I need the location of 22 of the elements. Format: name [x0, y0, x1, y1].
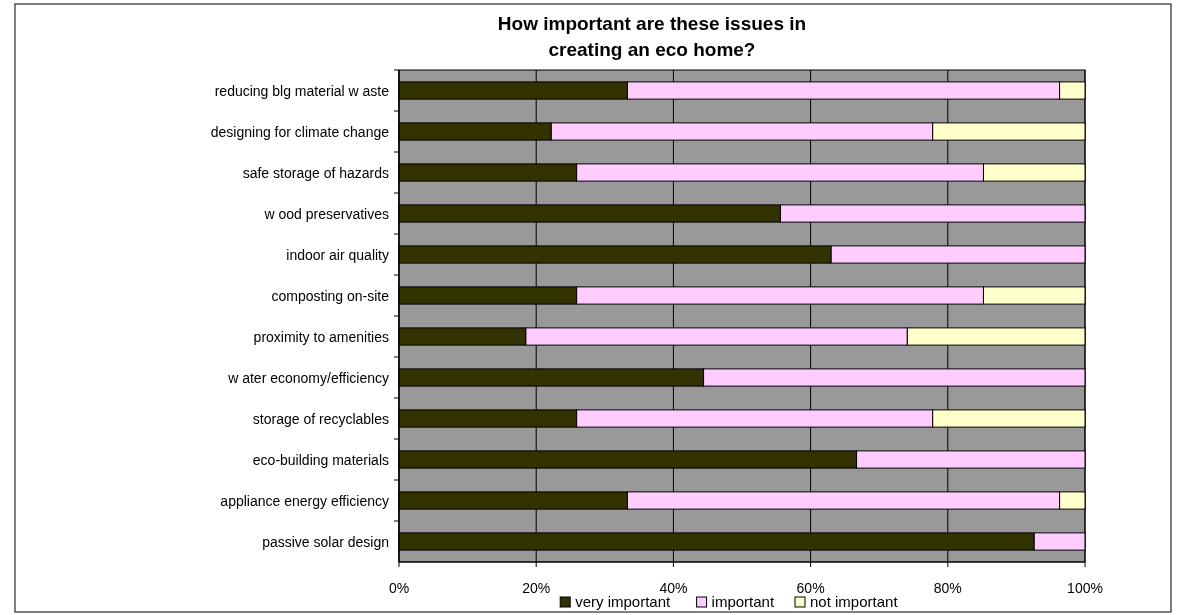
- x-tick-label: 60%: [796, 580, 825, 596]
- y-tick-label: appliance energy efficiency: [220, 492, 389, 509]
- y-tick-label: eco-building materials: [252, 451, 389, 468]
- legend-label: important: [711, 593, 775, 610]
- y-tick-label: designing for climate change: [210, 123, 390, 140]
- y-tick-label: proximity to amenities: [253, 328, 389, 345]
- x-tick-label: 80%: [933, 580, 962, 596]
- x-tick-label: 40%: [659, 580, 688, 596]
- y-tick-label: w ater economy/efficiency: [227, 369, 389, 386]
- y-tick-label: indoor air quality: [286, 246, 389, 263]
- y-tick-label: storage of recyclables: [252, 410, 389, 427]
- chart-title: How important are these issues in creating an eco home?: [497, 13, 807, 60]
- x-tick-label: 0%: [388, 580, 410, 596]
- x-tick-label: 100%: [1067, 580, 1103, 596]
- y-tick-label: passive solar design: [262, 533, 389, 550]
- legend-label: very important: [575, 593, 672, 610]
- y-tick-label: w ood preservatives: [263, 205, 389, 222]
- legend-label: not important: [810, 593, 899, 610]
- y-tick-label: safe storage of hazards: [242, 164, 389, 181]
- x-tick-label: 20%: [522, 580, 551, 596]
- y-tick-label: reducing blg material w aste: [214, 82, 390, 99]
- y-tick-label: composting on-site: [271, 287, 390, 304]
